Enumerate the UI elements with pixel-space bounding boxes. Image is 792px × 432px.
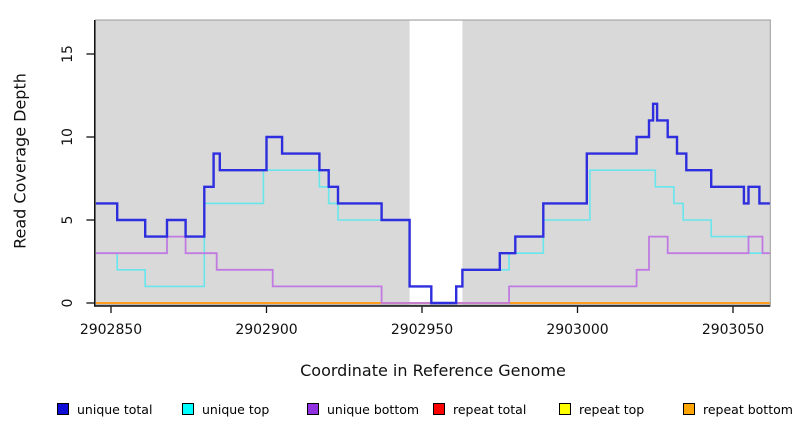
series-line-unique-bottom	[95, 235, 771, 304]
legend-label-repeat-bottom: repeat bottom	[703, 401, 792, 417]
legend-swatch-unique-total	[57, 403, 69, 415]
x-tick-label: 2903050	[702, 322, 764, 338]
legend-item-unique-bottom: unique bottom	[307, 399, 419, 419]
series-line-unique-total	[95, 102, 771, 305]
legend: unique total unique top unique bottom repea…	[0, 399, 792, 423]
gap-band	[409, 20, 463, 305]
legend-swatch-repeat-bottom	[683, 403, 695, 415]
legend-item-repeat-total: repeat total	[433, 399, 526, 419]
legend-label-unique-bottom: unique bottom	[327, 401, 420, 417]
legend-swatch-repeat-top	[559, 403, 571, 415]
y-tick-label: 0	[60, 299, 76, 308]
x-tick-label: 2902950	[391, 322, 453, 338]
legend-item-unique-top: unique top	[182, 399, 269, 419]
legend-item-unique-total: unique total	[57, 399, 152, 419]
legend-label-unique-total: unique total	[77, 401, 153, 417]
y-tick-label: 10	[60, 128, 76, 146]
x-tick-label: 2903000	[546, 322, 608, 338]
legend-label-repeat-total: repeat total	[453, 401, 527, 417]
legend-swatch-repeat-total	[433, 403, 445, 415]
legend-swatch-unique-bottom	[307, 403, 319, 415]
x-axis-title: Coordinate in Reference Genome	[300, 361, 566, 380]
panel-border	[94, 19, 771, 306]
legend-item-repeat-bottom: repeat bottom	[683, 399, 792, 419]
x-tick-label: 2902900	[235, 322, 297, 338]
y-tick-label: 5	[60, 216, 76, 225]
y-tick-label: 15	[60, 45, 76, 63]
legend-label-repeat-top: repeat top	[579, 401, 645, 417]
legend-label-unique-top: unique top	[202, 401, 270, 417]
y-axis-title: Read Coverage Depth	[10, 73, 30, 249]
x-tick-label: 2902850	[80, 322, 142, 338]
legend-item-repeat-top: repeat top	[559, 399, 644, 419]
legend-swatch-unique-top	[182, 403, 194, 415]
